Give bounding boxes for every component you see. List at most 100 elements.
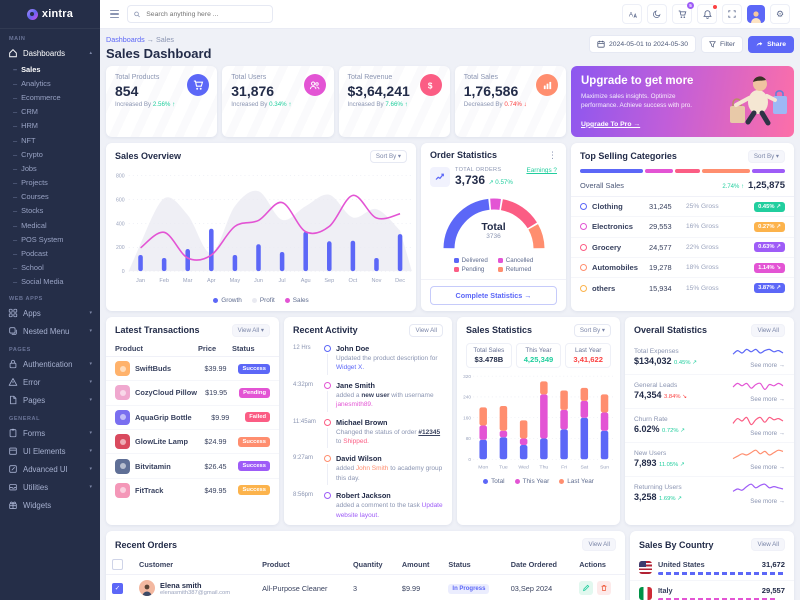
edit-icon[interactable] — [579, 581, 594, 596]
category-row-automobiles[interactable]: Automobiles 19,278 18% Gross 1.14% ↘ — [571, 258, 794, 279]
gauge-legend-pending[interactable]: Pending — [453, 266, 488, 273]
sidebar-item-advanced-ui[interactable]: Advanced UI ▾ — [0, 460, 100, 478]
complete-statistics-button[interactable]: Complete Statistics → — [430, 285, 557, 305]
sales-statistics-sort-button[interactable]: Sort By ▾ — [573, 323, 611, 337]
recent-activity-card: Recent Activity View All 12 Hrs John Doe U… — [284, 316, 452, 526]
legend-item-profit[interactable]: Profit — [251, 296, 275, 304]
row-checkbox[interactable]: ✓ — [112, 582, 123, 594]
legend-item-this-year[interactable]: This Year — [514, 478, 549, 485]
activity-view-all-button[interactable]: View All — [409, 323, 443, 337]
fullscreen-icon[interactable] — [722, 4, 742, 24]
top-categories-sort-button[interactable]: Sort By ▾ — [747, 149, 785, 163]
sidebar-item-error[interactable]: Error ▾ — [0, 373, 100, 391]
see-more-link[interactable]: See more → — [750, 396, 785, 404]
sidebar-subitem-projects[interactable]: – Projects — [0, 176, 100, 190]
sidebar-subitem-social-media[interactable]: – Social Media — [0, 275, 100, 289]
menu-toggle-icon[interactable] — [110, 9, 119, 19]
sidebar-item-apps[interactable]: Apps ▾ — [0, 304, 100, 322]
see-more-link[interactable]: See more → — [750, 362, 785, 370]
sidebar-item-authentication[interactable]: Authentication ▾ — [0, 355, 100, 373]
app-logo[interactable]: xintra — [0, 0, 100, 29]
transaction-row[interactable]: FitTrack $49.95 Success — [106, 479, 279, 502]
transactions-view-all-button[interactable]: View All ▾ — [231, 323, 270, 337]
translate-icon[interactable]: A — [622, 4, 642, 24]
legend-item-sales[interactable]: Sales — [284, 297, 309, 304]
country-row-it[interactable]: Italy 29,557 — [630, 581, 794, 600]
overall-stat-value: 6.02% 0.72% ↗ — [634, 424, 685, 435]
sidebar-subitem-sales[interactable]: – Sales — [0, 62, 100, 76]
overall-stat-value: $134,032 0.45% ↗ — [634, 356, 697, 367]
user-avatar[interactable] — [747, 5, 765, 23]
sidebar-subitem-school[interactable]: – School — [0, 261, 100, 275]
orders-header-actions: Actions — [573, 555, 625, 576]
sidebar-subitem-jobs[interactable]: – Jobs — [0, 161, 100, 175]
category-row-others[interactable]: others 15,934 15% Gross 3.87% ↗ — [571, 278, 794, 297]
sidebar-item-utilities[interactable]: Utilities ▾ — [0, 478, 100, 496]
svg-text:Sep: Sep — [324, 278, 334, 284]
gauge-legend-returned[interactable]: Returned — [497, 266, 534, 273]
sidebar-subitem-analytics[interactable]: – Analytics — [0, 76, 100, 90]
sidebar-item-ui-elements[interactable]: UI Elements ▾ — [0, 442, 100, 460]
date-range-picker[interactable]: 2024-05-01 to 2024-05-30 — [589, 35, 696, 53]
sidebar-subitem-ecommerce[interactable]: – Ecommerce — [0, 90, 100, 104]
overall-statistics-view-all-button[interactable]: View All — [751, 323, 785, 337]
card-menu-icon[interactable]: ⋮ — [548, 149, 557, 160]
select-all-checkbox[interactable] — [112, 559, 123, 571]
transaction-row[interactable]: GlowLite Lamp $24.99 Success — [106, 430, 279, 455]
sales-overview-card: Sales Overview Sort By ▾ 0 200 400 600 800 Ja… — [106, 142, 416, 311]
sidebar-item-dashboards[interactable]: Dashboards ▴ — [0, 44, 100, 62]
transaction-row[interactable]: Bitvitamin $26.45 Success — [106, 454, 279, 479]
recent-orders-view-all-button[interactable]: View All — [582, 538, 616, 552]
sidebar-subitem-crypto[interactable]: – Crypto — [0, 147, 100, 161]
search-box[interactable] — [127, 5, 273, 23]
see-more-link[interactable]: See more → — [750, 430, 785, 438]
notifications-icon[interactable] — [697, 3, 718, 24]
transaction-row[interactable]: AquaGrip Bottle $9.99 Failed — [106, 406, 279, 430]
upgrade-cta-link[interactable]: Upgrade To Pro → — [581, 120, 641, 128]
sales-by-country-view-all-button[interactable]: View All — [751, 538, 785, 552]
cart-badge: 5 — [687, 2, 694, 9]
sidebar-subitem-medical[interactable]: – Medical — [0, 218, 100, 232]
search-input[interactable] — [144, 9, 266, 19]
sidebar-subitem-podcast[interactable]: – Podcast — [0, 246, 100, 260]
sidebar-subitem-courses[interactable]: – Courses — [0, 190, 100, 204]
sidebar-item-forms[interactable]: Forms ▾ — [0, 424, 100, 442]
category-row-clothing[interactable]: Clothing 31,245 25% Gross 0.45% ↗ — [571, 197, 794, 218]
sidebar-subitem-nft[interactable]: – NFT — [0, 133, 100, 147]
country-row-us[interactable]: United States 31,672 — [630, 555, 794, 582]
dark-mode-icon[interactable] — [647, 4, 667, 24]
filter-button[interactable]: Filter — [701, 35, 744, 53]
share-button[interactable]: Share — [748, 35, 794, 53]
sidebar-subitem-crm[interactable]: – CRM — [0, 105, 100, 119]
legend-label: Profit — [259, 296, 275, 304]
gauge-legend-delivered[interactable]: Delivered — [453, 257, 488, 264]
product-thumbnail — [115, 458, 130, 474]
transaction-status-badge: Failed — [245, 412, 270, 423]
gauge-legend-cancelled[interactable]: Cancelled — [497, 257, 533, 264]
sidebar-subitem-stocks[interactable]: – Stocks — [0, 204, 100, 218]
legend-item-growth[interactable]: Growth — [213, 297, 242, 304]
sales-overview-sort-button[interactable]: Sort By ▾ — [369, 149, 407, 163]
svg-text:Fri: Fri — [561, 465, 567, 471]
overall-stat-right: See more → — [731, 481, 785, 505]
sidebar-subitem-pos-system[interactable]: – POS System — [0, 232, 100, 246]
legend-item-last-year[interactable]: Last Year — [559, 478, 594, 485]
sidebar-item-widgets[interactable]: Widgets — [0, 496, 100, 514]
breadcrumb-home[interactable]: Dashboards — [106, 35, 145, 44]
transaction-row[interactable]: SwiftBuds $39.99 Success — [106, 357, 279, 382]
order-row[interactable]: ✓ Elena smith elenasmith387@gmail.com All-P… — [106, 574, 625, 600]
delete-icon[interactable] — [597, 581, 612, 596]
sidebar-item-pages[interactable]: Pages ▾ — [0, 391, 100, 409]
settings-icon[interactable]: ⚙ — [770, 4, 790, 24]
category-row-grocery[interactable]: Grocery 24,577 22% Gross 0.63% ↗ — [571, 238, 794, 258]
see-more-link[interactable]: See more → — [750, 498, 785, 506]
sidebar-item-nested-menu[interactable]: Nested Menu ▾ — [0, 322, 100, 340]
legend-item-total[interactable]: Total — [483, 478, 505, 485]
cart-icon[interactable]: 5 — [672, 2, 694, 24]
see-more-link[interactable]: See more → — [750, 464, 785, 472]
transaction-row[interactable]: CozyCloud Pillow $19.95 Pending — [106, 381, 279, 406]
category-name: Grocery — [592, 242, 622, 252]
earnings-link[interactable]: Earnings ? — [526, 166, 557, 174]
category-row-electronics[interactable]: Electronics 29,553 16% Gross 0.27% ↗ — [571, 217, 794, 238]
sidebar-subitem-hrm[interactable]: – HRM — [0, 119, 100, 133]
